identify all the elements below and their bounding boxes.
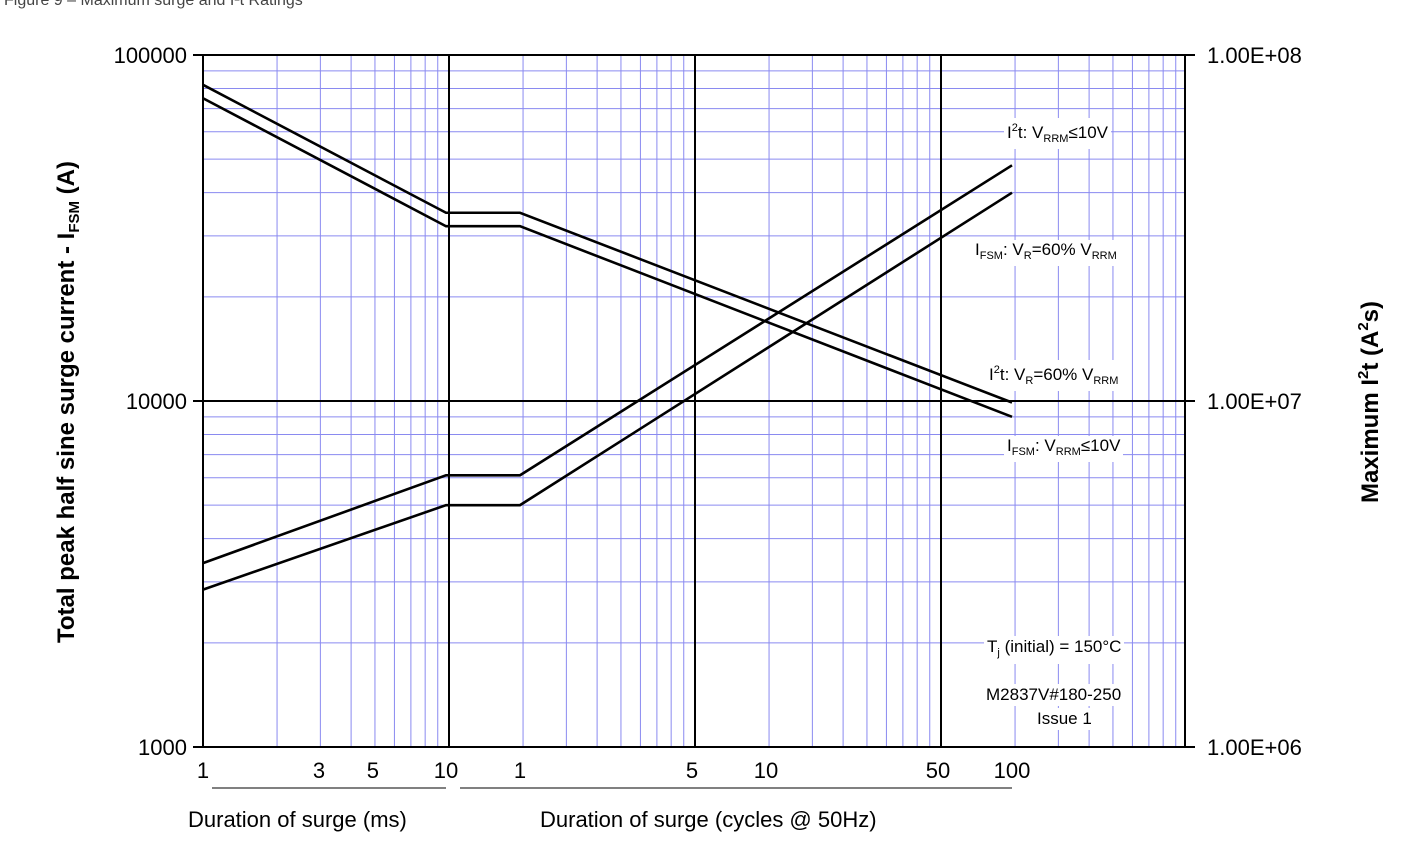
tj-annotation: Tj (initial) = 150°C bbox=[984, 636, 1125, 664]
x-ms-tick-label: 5 bbox=[367, 758, 379, 783]
label-i2t-low-sup: 2 bbox=[1011, 122, 1018, 134]
series-line-1 bbox=[202, 83, 1013, 404]
series-layer bbox=[202, 83, 1013, 591]
doc-id: M2837V#180-250 bbox=[986, 685, 1122, 704]
label-ifsm-vr-60: IFSM: VR=60% VRRM bbox=[972, 240, 1120, 266]
series-line-4 bbox=[202, 191, 1013, 591]
doc-id-annotation: M2837V#180-250 bbox=[983, 684, 1125, 706]
label-i2t-60-sub-b: R bbox=[1025, 375, 1034, 387]
label-i2t-low-a: I bbox=[1007, 123, 1012, 142]
y-axis-right-title: Maximum I2t (A2s) bbox=[1355, 301, 1385, 503]
y-left-tick-label: 1000 bbox=[138, 735, 187, 760]
label-ifsm-60-sub-c: RRM bbox=[1091, 250, 1117, 262]
y-left-title-main: Total peak half sine surge current - I bbox=[53, 232, 80, 643]
x-ms-tick-label: 10 bbox=[434, 758, 458, 783]
x-cycles-tick-label: 50 bbox=[926, 758, 950, 783]
label-ifsm-vrrm-10v: IFSM: VRRM≤10V bbox=[1004, 436, 1124, 462]
y-axis-left-title: Total peak half sine surge current - IFS… bbox=[53, 161, 83, 643]
y-right-title-sup2: 2 bbox=[1355, 322, 1372, 331]
label-i2t-60-sup: 2 bbox=[993, 364, 1000, 376]
label-ifsm-60-sub-b: R bbox=[1023, 250, 1032, 262]
y-right-title-end: s) bbox=[1357, 300, 1384, 323]
x-cycles-tick-label: 100 bbox=[994, 758, 1031, 783]
label-ifsm-60-sub-a: FSM bbox=[979, 250, 1003, 262]
label-ifsm-low-c: ≤10V bbox=[1080, 436, 1121, 455]
label-i2t-vrrm-10v: I2t: VRRM≤10V bbox=[1004, 118, 1112, 149]
label-i2t-60-a: I bbox=[989, 365, 994, 384]
y-left-title-tail: (A) bbox=[53, 161, 80, 201]
label-i2t-60-sub-c: RRM bbox=[1093, 375, 1119, 387]
x-axis-ms-title: Duration of surge (ms) bbox=[188, 807, 407, 832]
y-left-tick-label: 10000 bbox=[126, 389, 187, 414]
x-axis-cycles-title: Duration of surge (cycles @ 50Hz) bbox=[540, 807, 877, 832]
label-ifsm-low-sub-b: RRM bbox=[1055, 446, 1081, 458]
label-ifsm-low-b: : V bbox=[1034, 436, 1056, 455]
y-right-title-tail: t (A bbox=[1357, 330, 1384, 371]
x-cycles-tick-label: 1 bbox=[514, 758, 526, 783]
label-i2t-low-b: t: V bbox=[1017, 123, 1044, 142]
label-ifsm-low-a: I bbox=[1007, 436, 1012, 455]
y-right-tick-label: 1.00E+07 bbox=[1207, 389, 1302, 414]
x-ms-tick-label: 1 bbox=[197, 758, 209, 783]
tick-labels: 100000 10000 1000 1.00E+08 1.00E+07 1.00E+06 1… bbox=[114, 43, 1302, 783]
y-left-title-sub: FSM bbox=[66, 200, 83, 233]
x-ms-tick-label: 3 bbox=[313, 758, 325, 783]
major-grid bbox=[193, 54, 1195, 789]
label-i2t-60-c: =60% V bbox=[1033, 365, 1094, 384]
tj-main: T bbox=[987, 637, 998, 656]
series-line-2 bbox=[202, 97, 1013, 419]
x-cycles-tick-label: 10 bbox=[754, 758, 778, 783]
tj-tail: (initial) = 150°C bbox=[999, 637, 1122, 656]
label-i2t-low-sub: RRM bbox=[1043, 133, 1069, 145]
label-i2t-60-b: t: V bbox=[999, 365, 1026, 384]
y-right-title-main: Maximum I bbox=[1357, 378, 1384, 504]
y-right-tick-label: 1.00E+06 bbox=[1207, 735, 1302, 760]
label-ifsm-60-c: =60% V bbox=[1031, 240, 1092, 259]
label-ifsm-60-a: I bbox=[975, 240, 980, 259]
y-right-title-sup: 2 bbox=[1355, 370, 1372, 379]
x-cycles-tick-label: 5 bbox=[686, 758, 698, 783]
issue-annotation: Issue 1 bbox=[1034, 708, 1095, 730]
issue: Issue 1 bbox=[1037, 709, 1092, 728]
series-line-3 bbox=[202, 164, 1013, 565]
label-i2t-vr-60: I2t: VR=60% VRRM bbox=[986, 360, 1122, 391]
label-ifsm-60-b: : V bbox=[1002, 240, 1024, 259]
y-left-tick-label: 100000 bbox=[114, 43, 187, 68]
label-ifsm-low-sub-a: FSM bbox=[1011, 446, 1035, 458]
label-i2t-low-c: ≤10V bbox=[1068, 123, 1109, 142]
y-right-tick-label: 1.00E+08 bbox=[1207, 43, 1302, 68]
tj-sub: j bbox=[997, 647, 1000, 659]
figure-caption: Figure 9 – Maximum surge and I²t Ratings bbox=[4, 0, 303, 9]
